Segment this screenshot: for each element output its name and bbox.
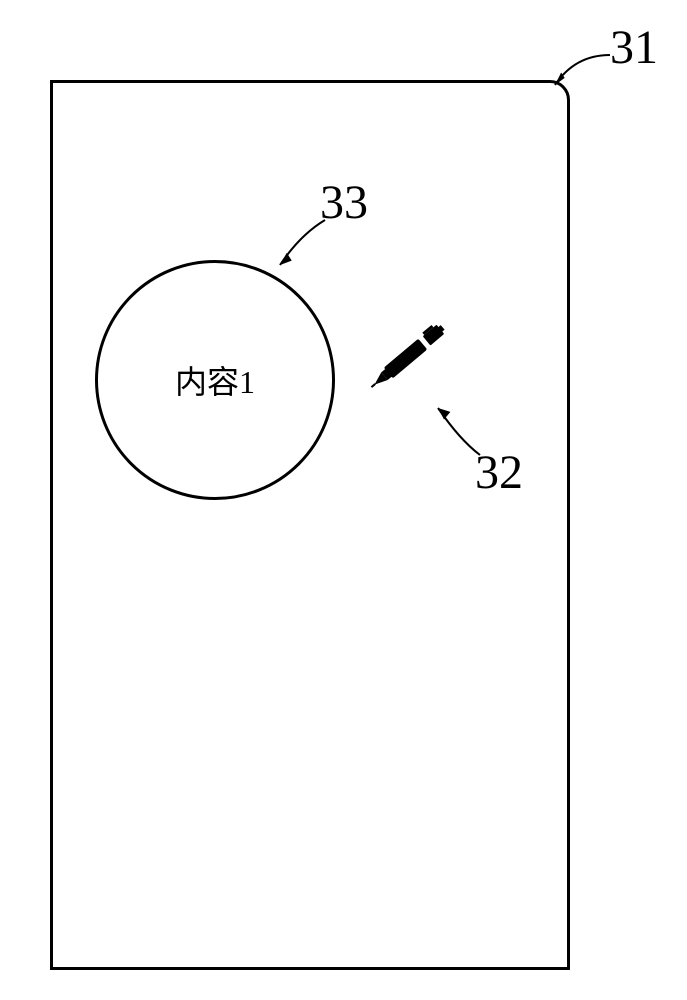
bubble-text: 内容1	[175, 357, 255, 403]
label-31: 31	[610, 20, 658, 75]
label-32: 32	[475, 445, 523, 500]
label-33: 33	[320, 175, 368, 230]
content-bubble: 内容1	[95, 260, 335, 500]
pen-icon	[355, 305, 465, 415]
device-frame	[50, 80, 570, 970]
